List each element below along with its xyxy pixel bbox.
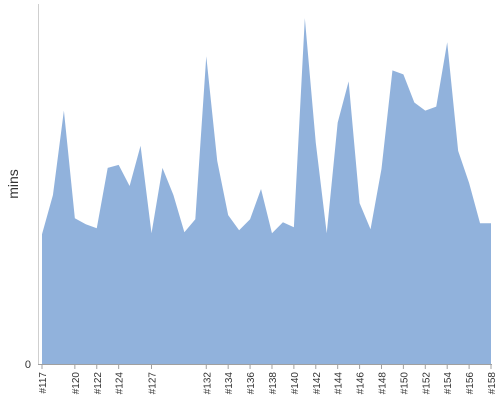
- x-tick-label: #148: [377, 372, 388, 395]
- x-tick-label: #138: [268, 372, 279, 395]
- x-tick-label: #117: [38, 372, 49, 394]
- y-axis-ticks: 0: [25, 359, 31, 371]
- x-tick-label: #146: [356, 372, 367, 395]
- x-tick-label: #158: [487, 372, 498, 395]
- x-axis-ticks: #117 #120 #122 #124 #127 #132 #134 #136 #138 #140…: [38, 364, 498, 394]
- x-tick-label: #127: [148, 372, 159, 395]
- x-tick-label: #152: [421, 372, 432, 395]
- x-tick-label: #136: [246, 372, 257, 395]
- x-tick-label: #124: [115, 372, 126, 395]
- area-series: [42, 18, 491, 365]
- x-tick-label: #142: [312, 372, 323, 395]
- x-tick-label: #140: [290, 372, 301, 395]
- x-tick-label: #144: [334, 372, 345, 395]
- x-tick-label: #122: [93, 372, 104, 395]
- x-tick-label: #134: [224, 372, 235, 395]
- y-axis-label: mins: [5, 169, 21, 199]
- x-tick-label: #120: [71, 372, 82, 395]
- x-tick-label: #150: [399, 372, 410, 395]
- x-tick-label: #156: [465, 372, 476, 395]
- x-tick-label: #132: [202, 372, 213, 395]
- x-tick-label: #154: [443, 372, 454, 395]
- area-fill: [42, 18, 491, 365]
- y-tick-label: 0: [25, 359, 31, 371]
